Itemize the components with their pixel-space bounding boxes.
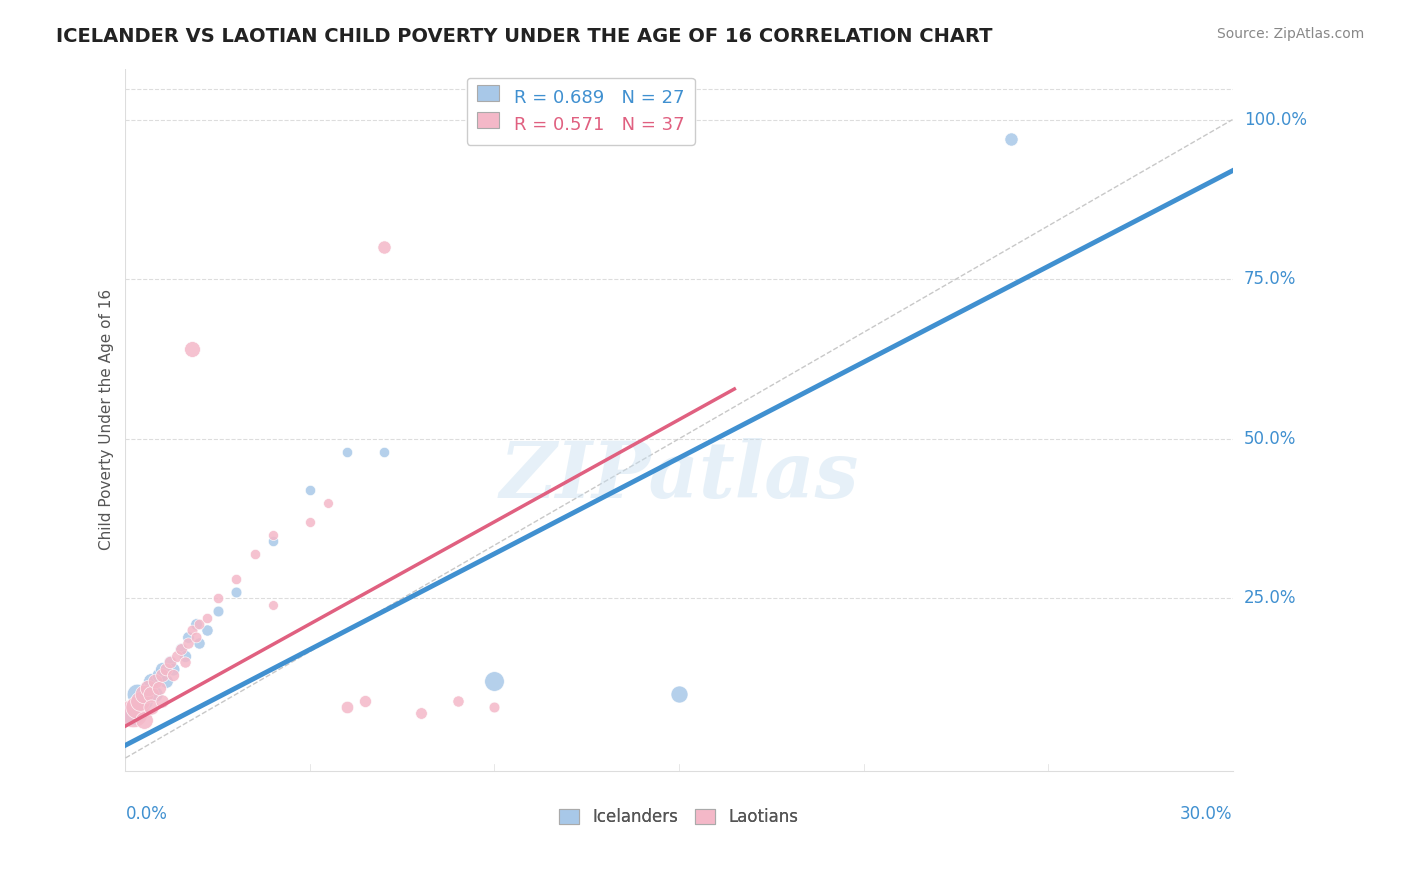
Text: 75.0%: 75.0% [1244, 270, 1296, 288]
Text: 50.0%: 50.0% [1244, 430, 1296, 448]
Point [180, 343, 202, 357]
Point [298, 515, 321, 529]
Point [132, 713, 155, 727]
Point [159, 655, 181, 669]
Point [121, 706, 143, 721]
Point [446, 693, 468, 707]
Text: ZIPatlas: ZIPatlas [499, 438, 859, 514]
Point [170, 642, 193, 657]
Point [177, 636, 200, 650]
Point [373, 444, 395, 458]
Text: 100.0%: 100.0% [1244, 111, 1306, 128]
Point [188, 616, 211, 631]
Point [125, 687, 148, 701]
Point [668, 687, 690, 701]
Point [354, 693, 377, 707]
Point [225, 585, 247, 599]
Point [148, 681, 170, 695]
Point [136, 681, 159, 695]
Point [141, 687, 163, 701]
Point [484, 674, 506, 689]
Point [188, 636, 211, 650]
Point [373, 240, 395, 254]
Y-axis label: Child Poverty Under the Age of 16: Child Poverty Under the Age of 16 [100, 289, 114, 550]
Point [143, 687, 166, 701]
Point [1000, 132, 1022, 146]
Point [262, 533, 284, 548]
Point [159, 655, 181, 669]
Point [180, 624, 202, 638]
Point [409, 706, 432, 721]
Point [262, 527, 284, 541]
Point [484, 700, 506, 714]
Point [173, 655, 195, 669]
Point [132, 693, 155, 707]
Point [184, 616, 207, 631]
Point [262, 598, 284, 612]
Point [132, 687, 155, 701]
Point [141, 700, 163, 714]
Point [143, 674, 166, 689]
Point [162, 668, 184, 682]
Point [166, 648, 188, 663]
Legend: Icelanders, Laotians: Icelanders, Laotians [553, 801, 806, 832]
Point [136, 681, 159, 695]
Point [129, 693, 152, 707]
Point [129, 700, 152, 714]
Point [336, 700, 359, 714]
Point [170, 642, 193, 657]
Point [173, 648, 195, 663]
Text: 25.0%: 25.0% [1244, 590, 1296, 607]
Point [207, 604, 229, 618]
Point [141, 674, 163, 689]
Text: Source: ZipAtlas.com: Source: ZipAtlas.com [1216, 27, 1364, 41]
Point [148, 668, 170, 682]
Point [177, 630, 200, 644]
Point [150, 662, 173, 676]
Point [318, 495, 340, 509]
Point [150, 668, 173, 682]
Point [125, 700, 148, 714]
Point [162, 662, 184, 676]
Point [243, 547, 266, 561]
Text: ICELANDER VS LAOTIAN CHILD POVERTY UNDER THE AGE OF 16 CORRELATION CHART: ICELANDER VS LAOTIAN CHILD POVERTY UNDER… [56, 27, 993, 45]
Point [121, 706, 143, 721]
Point [155, 662, 177, 676]
Point [195, 624, 218, 638]
Point [336, 444, 359, 458]
Point [150, 693, 173, 707]
Text: 0.0%: 0.0% [125, 805, 167, 823]
Point [298, 483, 321, 497]
Point [155, 674, 177, 689]
Point [184, 630, 207, 644]
Point [207, 591, 229, 606]
Point [225, 572, 247, 586]
Text: 30.0%: 30.0% [1180, 805, 1233, 823]
Point [195, 610, 218, 624]
